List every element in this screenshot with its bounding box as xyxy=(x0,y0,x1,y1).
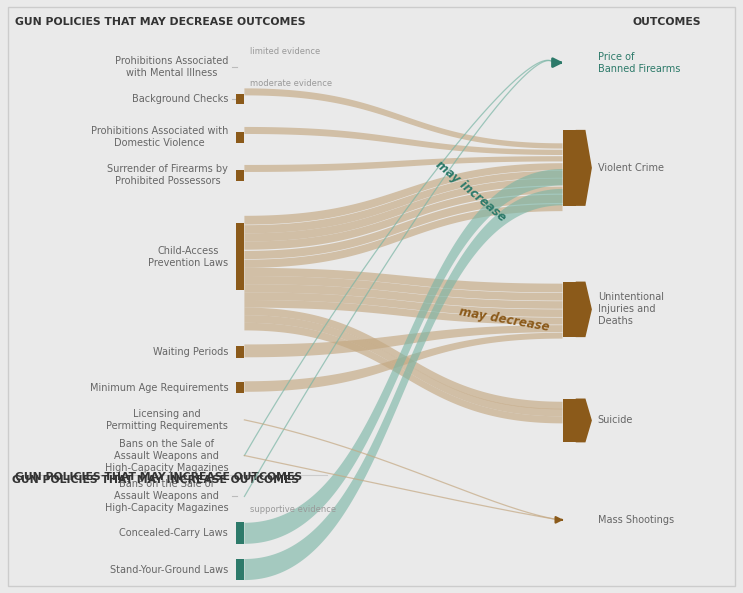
Text: Child-Access
Prevention Laws: Child-Access Prevention Laws xyxy=(148,246,228,268)
Text: Minimum Age Requirements: Minimum Age Requirements xyxy=(90,382,228,393)
Text: Mass Shootings: Mass Shootings xyxy=(598,515,674,525)
Bar xyxy=(236,522,244,544)
Polygon shape xyxy=(244,276,562,301)
Text: Unintentional
Injuries and
Deaths: Unintentional Injuries and Deaths xyxy=(598,292,663,326)
Bar xyxy=(236,346,244,359)
Text: may decrease: may decrease xyxy=(458,305,550,334)
Polygon shape xyxy=(244,187,562,250)
Polygon shape xyxy=(244,315,562,416)
Bar xyxy=(562,130,576,206)
Text: supportive evidence: supportive evidence xyxy=(250,505,337,514)
Polygon shape xyxy=(244,178,562,241)
Text: Waiting Periods: Waiting Periods xyxy=(153,347,228,357)
Polygon shape xyxy=(244,268,562,292)
Polygon shape xyxy=(244,156,562,172)
Polygon shape xyxy=(244,88,562,149)
Bar xyxy=(236,223,244,291)
Text: Stand-Your-Ground Laws: Stand-Your-Ground Laws xyxy=(110,565,228,575)
Bar xyxy=(236,559,244,580)
Text: Surrender of Firearms by
Prohibited Possessors: Surrender of Firearms by Prohibited Poss… xyxy=(108,164,228,186)
Text: OUTCOMES: OUTCOMES xyxy=(632,17,701,27)
Polygon shape xyxy=(244,333,562,392)
Polygon shape xyxy=(576,282,592,337)
Polygon shape xyxy=(244,169,562,544)
Polygon shape xyxy=(244,300,562,324)
Text: limited evidence: limited evidence xyxy=(250,47,320,56)
Text: Licensing and
Permitting Requirements: Licensing and Permitting Requirements xyxy=(106,409,228,431)
Text: GUN POLICIES THAT MAY INCREASE OUTCOMES: GUN POLICIES THAT MAY INCREASE OUTCOMES xyxy=(15,472,302,482)
Polygon shape xyxy=(244,171,562,234)
Text: Prohibitions Associated with
Domestic Violence: Prohibitions Associated with Domestic Vi… xyxy=(91,126,228,148)
Bar xyxy=(236,170,244,181)
Text: Bans on the Sale of
Assault Weapons and
High-Capacity Magazines: Bans on the Sale of Assault Weapons and … xyxy=(105,480,228,514)
Polygon shape xyxy=(244,284,562,309)
Polygon shape xyxy=(244,204,562,268)
Text: Concealed-Carry Laws: Concealed-Carry Laws xyxy=(120,528,228,538)
Text: Prohibitions Associated
with Mental Illness: Prohibitions Associated with Mental Illn… xyxy=(115,56,228,78)
Polygon shape xyxy=(244,308,562,409)
Polygon shape xyxy=(244,325,562,358)
Text: Price of
Banned Firearms: Price of Banned Firearms xyxy=(598,52,680,74)
Polygon shape xyxy=(244,127,562,155)
Polygon shape xyxy=(244,292,562,317)
Text: may increase: may increase xyxy=(433,158,508,224)
Polygon shape xyxy=(244,163,562,225)
Polygon shape xyxy=(244,195,562,259)
Text: Background Checks: Background Checks xyxy=(132,94,228,104)
Bar xyxy=(236,132,244,143)
Text: Suicide: Suicide xyxy=(598,416,633,425)
Text: GUN POLICIES THAT MAY INCREASE OUTCOMES: GUN POLICIES THAT MAY INCREASE OUTCOMES xyxy=(11,475,299,485)
Text: moderate evidence: moderate evidence xyxy=(250,79,332,88)
Text: GUN POLICIES THAT MAY DECREASE OUTCOMES: GUN POLICIES THAT MAY DECREASE OUTCOMES xyxy=(15,17,305,27)
Bar xyxy=(236,94,244,104)
Text: Bans on the Sale of
Assault Weapons and
High-Capacity Magazines: Bans on the Sale of Assault Weapons and … xyxy=(105,439,228,473)
Bar xyxy=(236,382,244,393)
Text: Violent Crime: Violent Crime xyxy=(598,163,663,173)
Polygon shape xyxy=(244,323,562,423)
Bar xyxy=(562,398,576,442)
Bar xyxy=(562,282,576,337)
Polygon shape xyxy=(244,189,562,580)
Polygon shape xyxy=(576,130,592,206)
Polygon shape xyxy=(576,398,592,442)
